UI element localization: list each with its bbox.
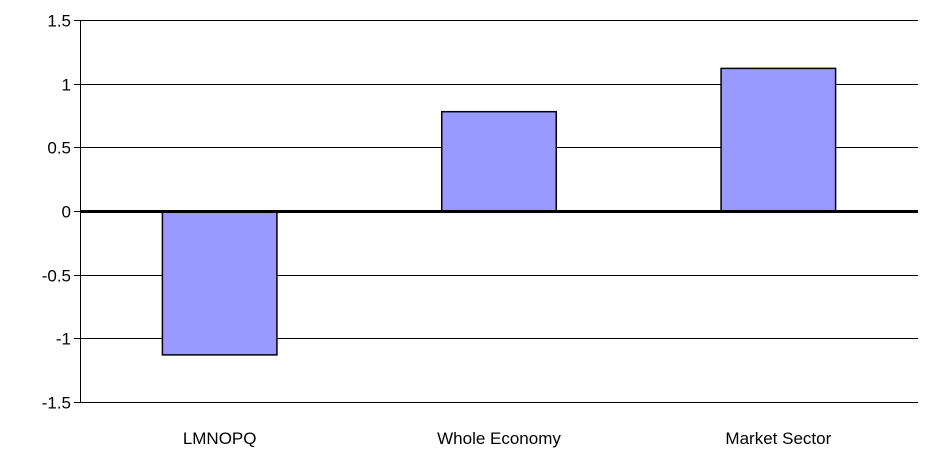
bar-market-sector: [720, 67, 837, 212]
y-tick-label: 1: [62, 76, 71, 95]
y-tick-label: -0.5: [42, 267, 71, 286]
y-tick-label: -1.5: [42, 394, 71, 413]
y-tick-label: 1.5: [47, 12, 71, 31]
x-category-label: Market Sector: [725, 429, 831, 448]
bars: [161, 67, 837, 356]
bar-whole-economy: [440, 110, 558, 212]
x-category-labels: LMNOPQ Whole Economy Market Sector: [183, 429, 832, 448]
x-category-label: Whole Economy: [437, 429, 561, 448]
x-category-label: LMNOPQ: [183, 429, 257, 448]
y-tick-label: -1: [56, 330, 71, 349]
axes: [74, 20, 918, 403]
bar-lmnopq: [161, 210, 278, 356]
y-tick-label: 0: [62, 203, 71, 222]
y-tick-labels: 1.5 1 0.5 0 -0.5 -1 -1.5: [42, 12, 71, 413]
y-tick-label: 0.5: [47, 139, 71, 158]
